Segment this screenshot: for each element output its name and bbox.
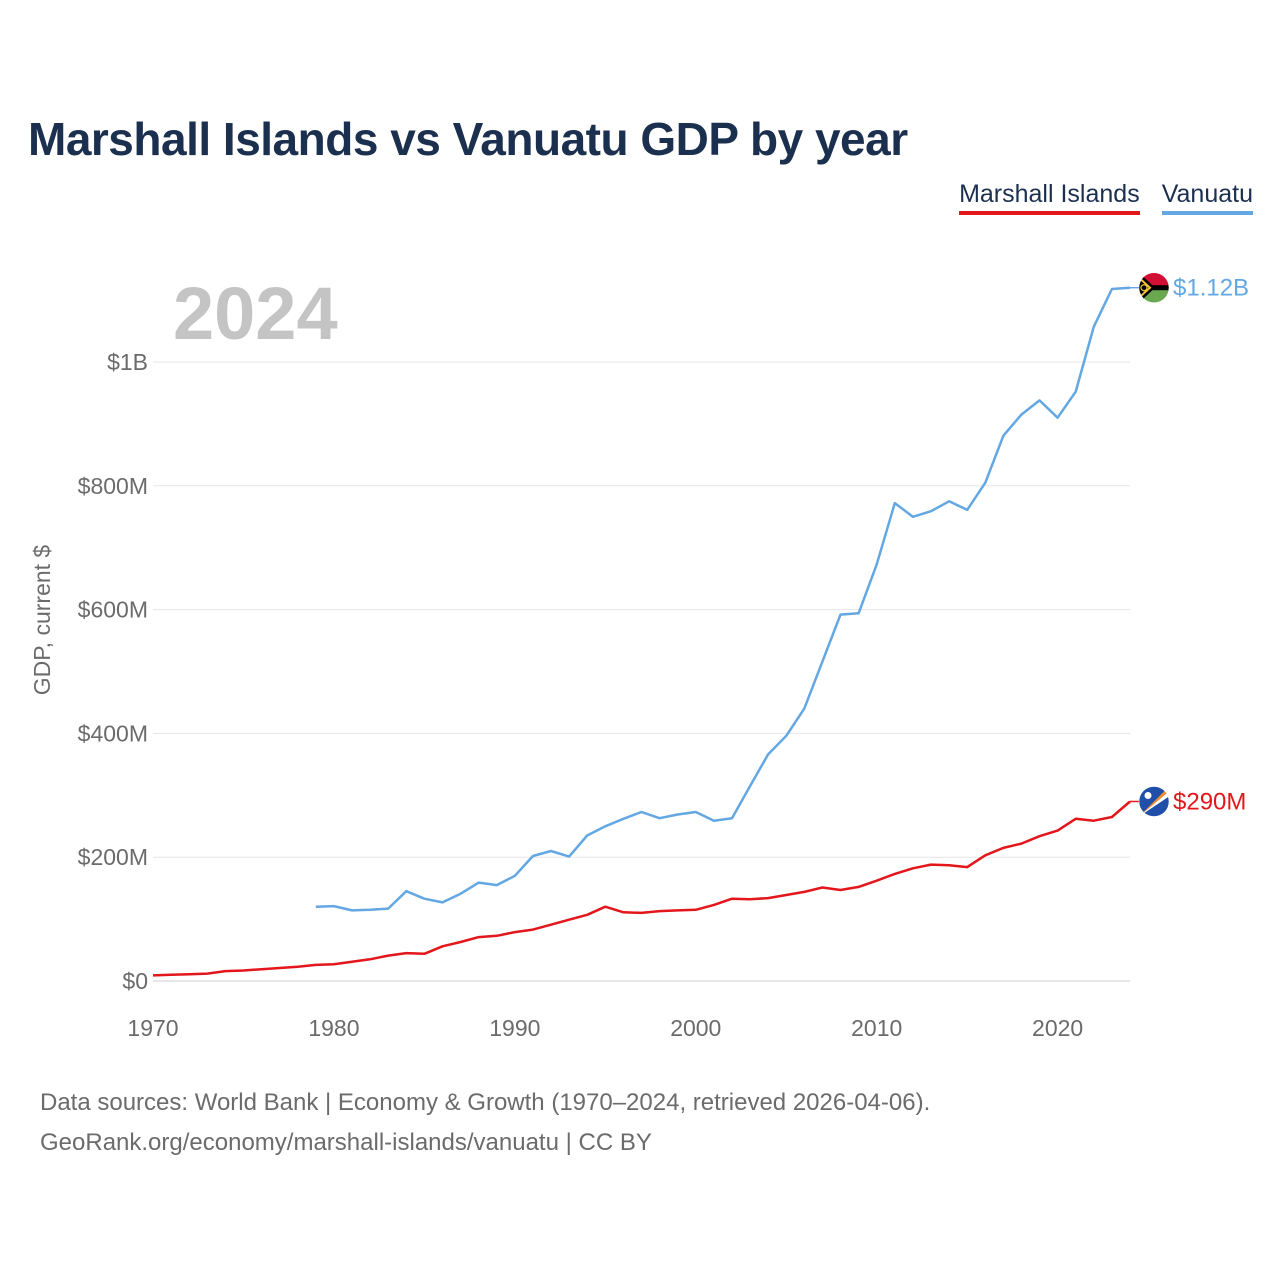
year-watermark: 2024 <box>173 272 338 355</box>
legend-item-marshall-islands[interactable]: Marshall Islands <box>959 180 1140 215</box>
end-markers: $290M $1.12B <box>1130 272 1249 817</box>
x-tick-label: 1970 <box>127 1015 178 1041</box>
x-axis-ticks: 1970 1980 1990 2000 2010 2020 <box>127 1015 1083 1041</box>
series-line-vanuatu <box>315 286 1131 912</box>
y-axis-title: GDP, current $ <box>29 545 55 696</box>
legend-item-vanuatu[interactable]: Vanuatu <box>1161 180 1253 215</box>
y-tick-label: $800M <box>78 473 148 499</box>
source-note: Data sources: World Bank | Economy & Gro… <box>40 1083 930 1163</box>
series-lines <box>152 286 1131 977</box>
source-url[interactable]: GeoRank.org/economy/marshall-islands/van… <box>40 1129 652 1156</box>
vanuatu-flag <box>1138 272 1170 303</box>
x-tick-label: 1990 <box>489 1015 540 1041</box>
x-tick-label: 1980 <box>308 1015 359 1041</box>
end-value-label-marshall-islands: $290M <box>1173 788 1246 815</box>
y-axis-ticks: $0 $200M $400M $600M $800M $1B <box>78 349 148 994</box>
x-tick-label: 2020 <box>1032 1015 1083 1041</box>
legend: Marshall Islands Vanuatu <box>959 180 1253 215</box>
source-line-1: Data sources: World Bank | Economy & Gro… <box>40 1089 931 1116</box>
x-tick-label: 2010 <box>851 1015 902 1041</box>
y-tick-label: $200M <box>78 844 148 870</box>
gdp-line-chart: 2024 GDP, current $ $0 $200M $400M $600M $80… <box>29 272 1249 1041</box>
grid-lines <box>153 361 1130 982</box>
series-line-marshall-islands <box>152 800 1131 977</box>
y-tick-label: $600M <box>78 597 148 623</box>
marshall-islands-flag <box>1138 786 1170 817</box>
chart-title: Marshall Islands vs Vanuatu GDP by year <box>28 113 908 165</box>
end-value-label-vanuatu: $1.12B <box>1173 275 1249 302</box>
x-tick-label: 2000 <box>670 1015 721 1041</box>
y-tick-label: $400M <box>78 720 148 746</box>
source-link[interactable]: GeoRank.org/economy/marshall-islands/van… <box>40 1123 930 1163</box>
y-tick-label: $1B <box>107 349 148 375</box>
y-tick-label: $0 <box>122 968 148 994</box>
